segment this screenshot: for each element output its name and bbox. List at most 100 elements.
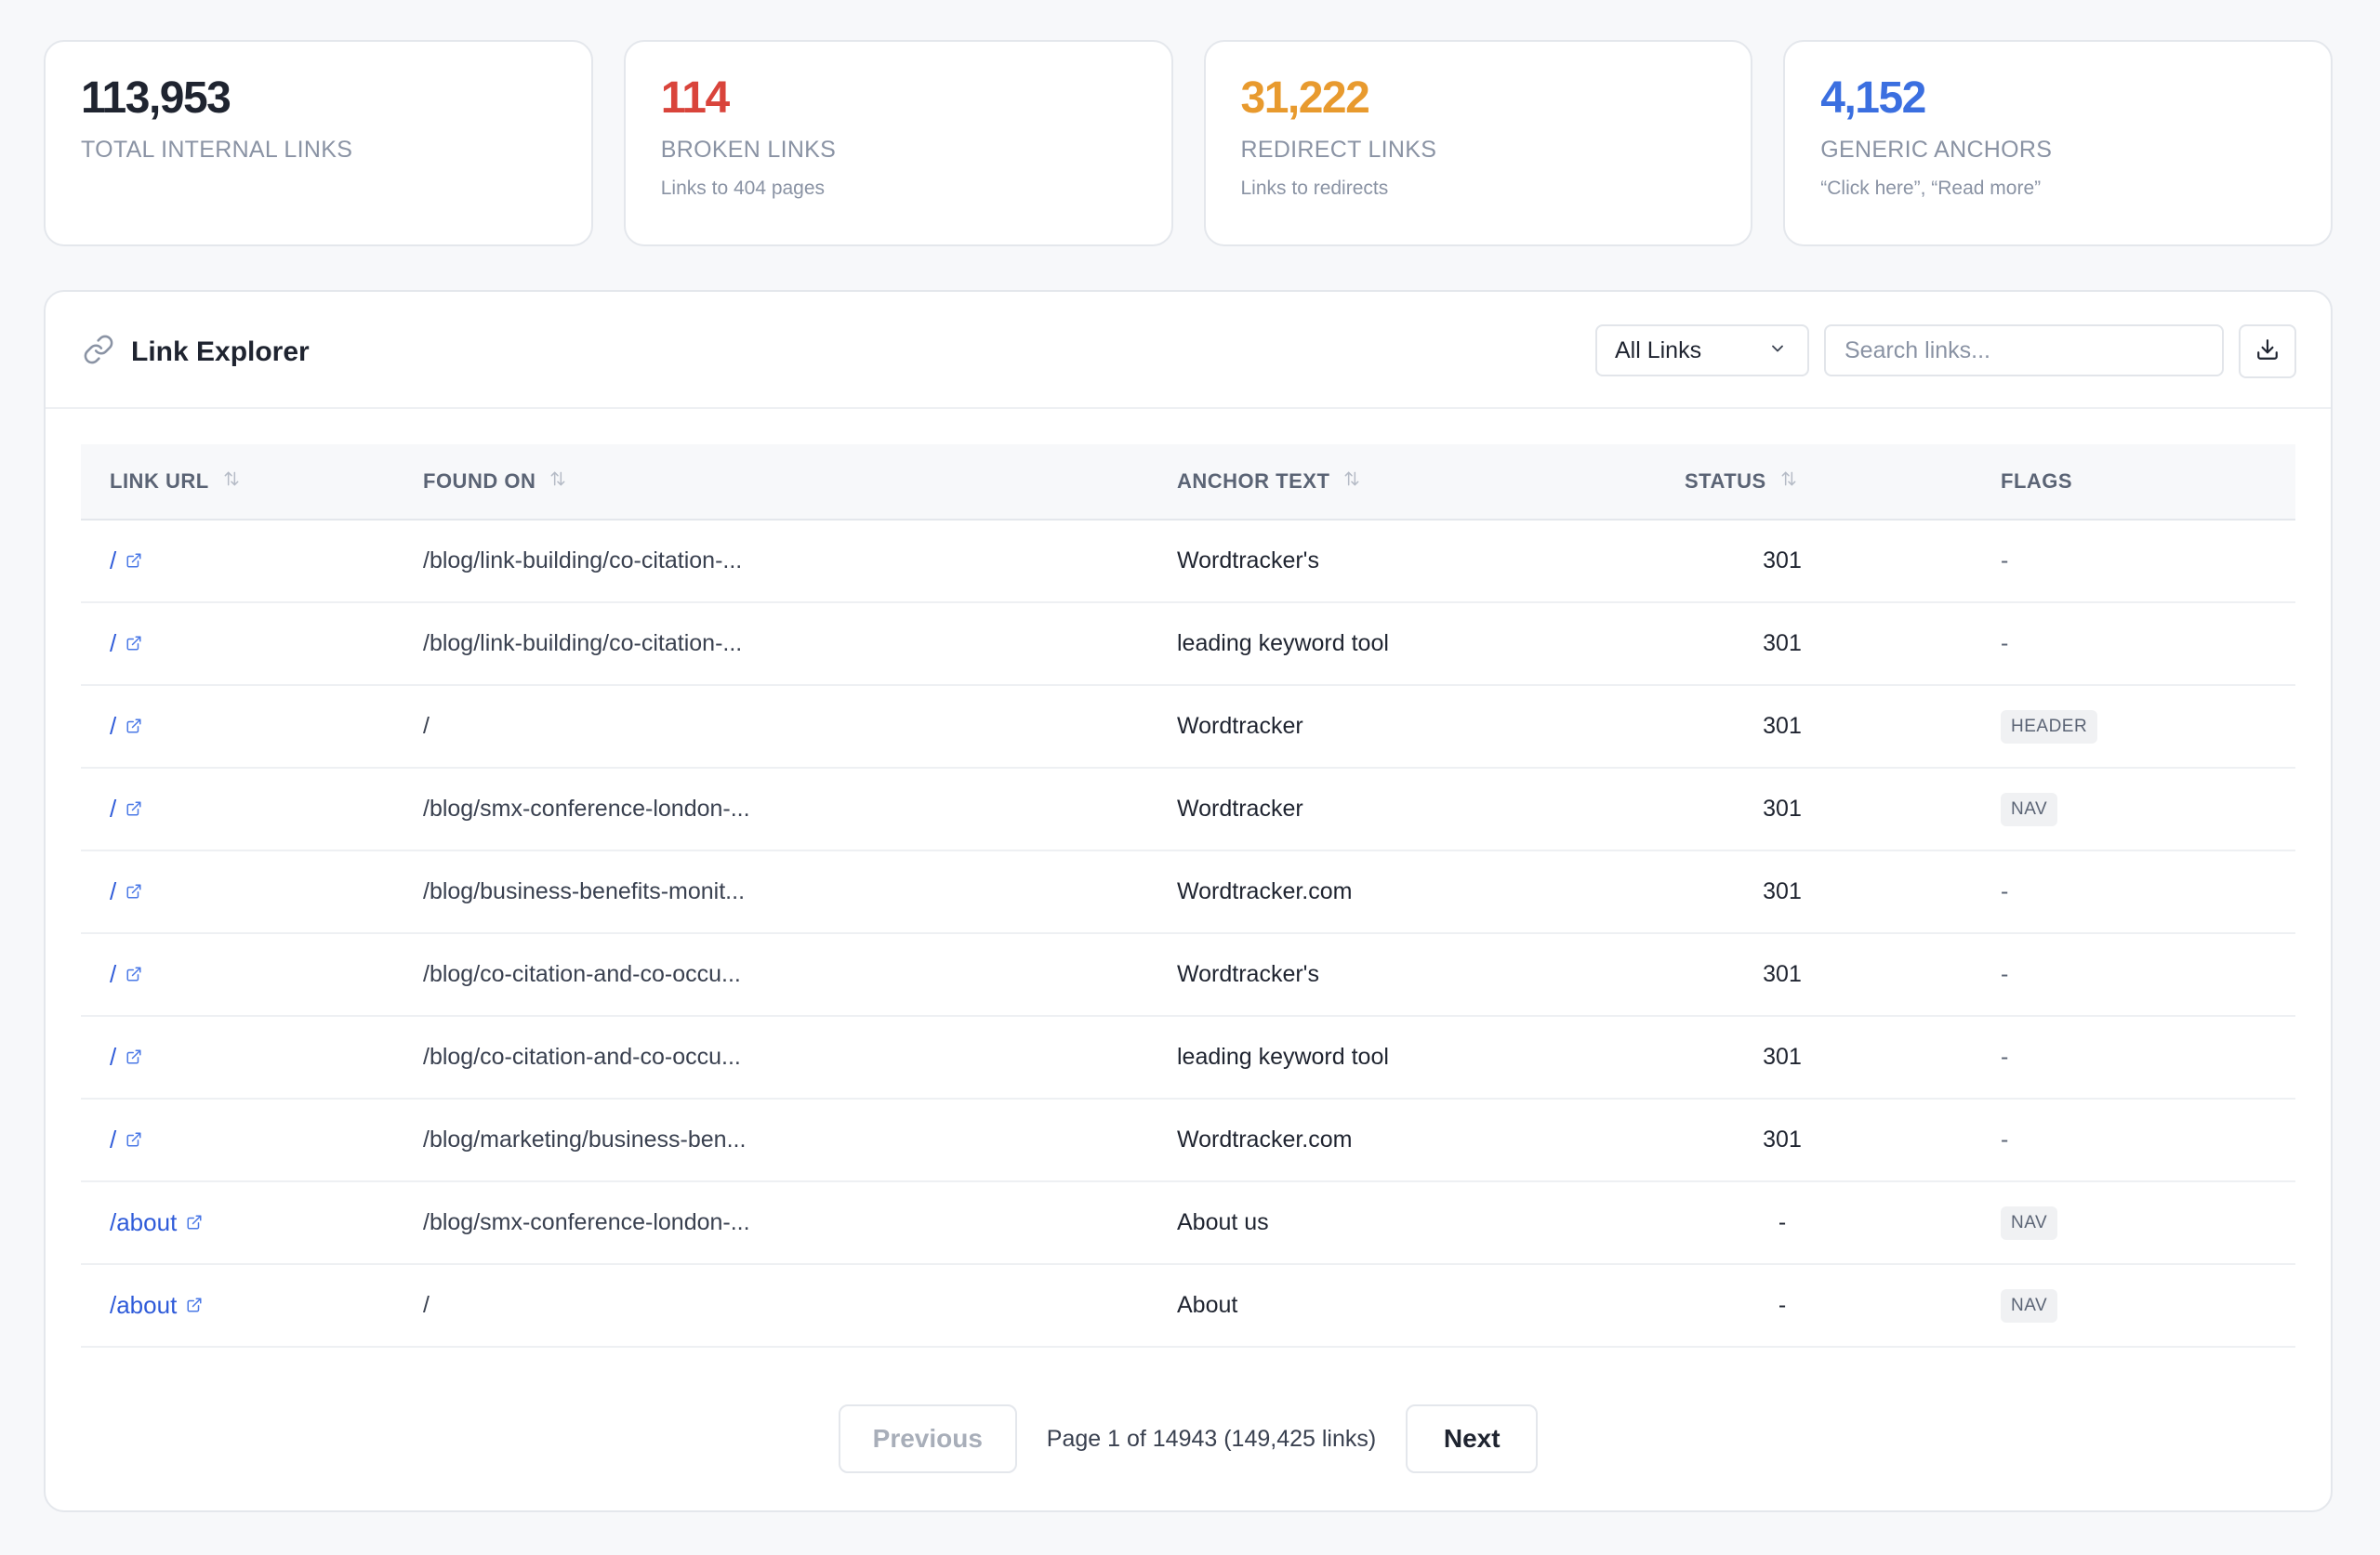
- column-header-flags: FLAGS: [2001, 469, 2295, 494]
- table-row[interactable]: / /blog/smx-conference-london-... Wordtrac…: [81, 769, 2295, 851]
- stat-value: 114: [660, 73, 730, 123]
- stat-title: GENERIC ANCHORS: [1820, 137, 2053, 163]
- link-url-text[interactable]: /: [110, 960, 117, 988]
- stats-cards: 113,953 TOTAL INTERNAL LINKS 114 BROKEN …: [44, 40, 2333, 246]
- external-link-icon[interactable]: [126, 1043, 142, 1072]
- anchor-text-cell: leading keyword tool: [1177, 630, 1389, 656]
- stat-card-redirect-links: 31,222 REDIRECT LINKS Links to redirects: [1203, 40, 1753, 246]
- found-on-cell: /: [423, 713, 430, 739]
- external-link-icon[interactable]: [186, 1291, 203, 1320]
- column-header-label: ANCHOR TEXT: [1177, 469, 1330, 493]
- column-header-status[interactable]: STATUS: [1685, 469, 2001, 494]
- link-url-text[interactable]: /: [110, 795, 117, 823]
- flags-cell: NAV: [2001, 792, 2295, 826]
- link-url-text[interactable]: /: [110, 712, 117, 740]
- status-cell: 301: [1763, 1044, 1802, 1070]
- flag-badge: NAV: [2001, 1288, 2058, 1323]
- table-row[interactable]: /about/blog/smx-conference-london-... Abo…: [81, 1182, 2295, 1265]
- column-header-link-url[interactable]: LINK URL: [81, 469, 423, 494]
- flags-cell: -: [2001, 1044, 2295, 1071]
- flags-cell: -: [2001, 547, 2295, 574]
- table-row[interactable]: / /blog/co-citation-and-co-occu... Wordtra…: [81, 934, 2295, 1017]
- previous-button[interactable]: Previous: [838, 1404, 1017, 1473]
- flag-badge: HEADER: [2001, 709, 2098, 744]
- column-header-anchor-text[interactable]: ANCHOR TEXT: [1177, 469, 1685, 494]
- status-cell: 301: [1763, 713, 1802, 739]
- link-url-cell: /about: [81, 1291, 423, 1320]
- link-url-text[interactable]: /: [110, 629, 117, 657]
- link-url[interactable]: /about: [110, 1291, 423, 1320]
- found-on-cell: /blog/link-building/co-citation-...: [423, 630, 743, 656]
- table-row[interactable]: / /blog/co-citation-and-co-occu... leading…: [81, 1017, 2295, 1100]
- link-url-text[interactable]: /: [110, 1043, 117, 1071]
- stat-card-total-internal-links: 113,953 TOTAL INTERNAL LINKS: [44, 40, 593, 246]
- external-link-icon[interactable]: [126, 547, 142, 575]
- external-link-icon[interactable]: [126, 712, 142, 741]
- anchor-text-cell: leading keyword tool: [1177, 1044, 1389, 1070]
- flag-empty: -: [2001, 630, 2009, 656]
- found-on-cell: /blog/business-benefits-monit...: [423, 878, 746, 904]
- link-url-text[interactable]: /: [110, 1126, 117, 1153]
- anchor-text-cell: Wordtracker's: [1177, 547, 1319, 573]
- table-row[interactable]: / /blog/link-building/co-citation-... Word…: [81, 521, 2295, 603]
- link-url-cell: /: [81, 547, 423, 575]
- sort-icon: [222, 469, 241, 494]
- link-url[interactable]: /about: [110, 1208, 423, 1237]
- external-link-icon[interactable]: [126, 960, 142, 989]
- next-button[interactable]: Next: [1406, 1404, 1539, 1473]
- link-filter-value: All Links: [1615, 336, 1702, 363]
- anchor-text-cell: Wordtracker's: [1177, 961, 1319, 987]
- stat-title: REDIRECT LINKS: [1240, 137, 1437, 163]
- flags-cell: NAV: [2001, 1288, 2295, 1323]
- link-explorer-panel: Link Explorer All Links LINK URL: [44, 290, 2333, 1512]
- link-url[interactable]: /: [110, 547, 423, 575]
- column-header-found-on[interactable]: FOUND ON: [423, 469, 1177, 494]
- flag-badge: NAV: [2001, 792, 2058, 826]
- link-url[interactable]: /: [110, 795, 423, 824]
- panel-title-group: Link Explorer: [83, 334, 310, 370]
- table-row[interactable]: / /blog/business-benefits-monit... Wordtra…: [81, 851, 2295, 934]
- status-cell: 301: [1763, 961, 1802, 987]
- sort-icon: [1779, 469, 1798, 494]
- flags-cell: HEADER: [2001, 709, 2295, 744]
- external-link-icon[interactable]: [126, 877, 142, 906]
- link-url[interactable]: /: [110, 712, 423, 741]
- link-url[interactable]: /: [110, 629, 423, 658]
- stat-value: 4,152: [1820, 73, 1926, 123]
- stat-subtitle: Links to redirects: [1240, 178, 1389, 199]
- table-body: / /blog/link-building/co-citation-... Word…: [81, 521, 2295, 1348]
- link-url[interactable]: /: [110, 877, 423, 906]
- link-url-cell: /: [81, 712, 423, 741]
- link-url-text[interactable]: /: [110, 547, 117, 574]
- link-url[interactable]: /: [110, 1043, 423, 1072]
- external-link-icon[interactable]: [186, 1208, 203, 1237]
- anchor-text-cell: About: [1177, 1292, 1238, 1318]
- link-url-text[interactable]: /about: [110, 1291, 178, 1319]
- stat-value: 113,953: [81, 73, 231, 123]
- link-url-text[interactable]: /about: [110, 1208, 178, 1236]
- external-link-icon[interactable]: [126, 795, 142, 824]
- page-info: Page 1 of 14943 (149,425 links): [1046, 1425, 1377, 1452]
- stat-title: TOTAL INTERNAL LINKS: [81, 137, 353, 163]
- link-filter-select[interactable]: All Links: [1595, 324, 1809, 376]
- flag-badge: NAV: [2001, 1206, 2058, 1240]
- status-cell: 301: [1763, 878, 1802, 904]
- link-url[interactable]: /: [110, 960, 423, 989]
- external-link-icon[interactable]: [126, 629, 142, 658]
- table-row[interactable]: / /blog/link-building/co-citation-... lead…: [81, 603, 2295, 686]
- link-url-cell: /: [81, 1043, 423, 1072]
- table-row[interactable]: /about / About - NAV: [81, 1265, 2295, 1348]
- table-row[interactable]: / /blog/marketing/business-ben... Wordtrac…: [81, 1100, 2295, 1182]
- flags-cell: -: [2001, 630, 2295, 657]
- external-link-icon[interactable]: [126, 1126, 142, 1154]
- table-row[interactable]: / / Wordtracker 301 HEADER: [81, 686, 2295, 769]
- link-url-text[interactable]: /: [110, 877, 117, 905]
- stat-card-generic-anchors: 4,152 GENERIC ANCHORS “Click here”, “Rea…: [1783, 40, 2333, 246]
- sort-icon: [549, 469, 567, 494]
- flag-empty: -: [2001, 1127, 2009, 1153]
- flag-empty: -: [2001, 961, 2009, 987]
- download-button[interactable]: [2239, 324, 2296, 378]
- search-input[interactable]: [1824, 324, 2224, 376]
- link-url[interactable]: /: [110, 1126, 423, 1154]
- flag-empty: -: [2001, 878, 2009, 904]
